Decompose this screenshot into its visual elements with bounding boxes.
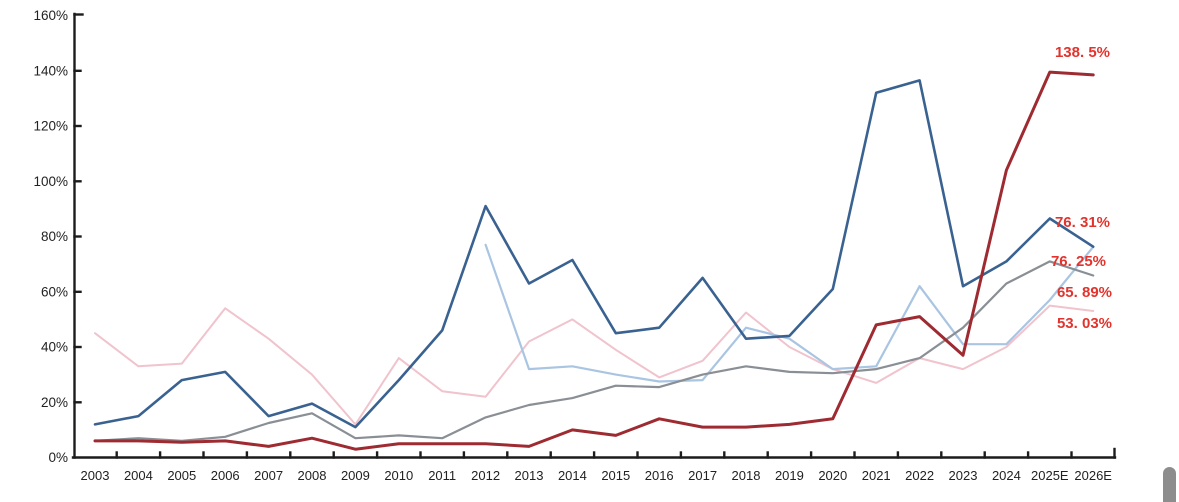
x-tick-label: 2020 xyxy=(818,468,847,483)
x-tick-label: 2014 xyxy=(558,468,587,483)
y-tick-label: 160% xyxy=(33,8,68,23)
y-tick-label: 60% xyxy=(41,284,68,299)
x-tick-label: 2019 xyxy=(775,468,804,483)
x-tick-label: 2025E xyxy=(1031,468,1069,483)
series-light-blue-line xyxy=(484,243,1095,383)
x-tick-label: 2012 xyxy=(471,468,500,483)
end-value-label-dark-blue-line: 76. 31% xyxy=(1055,214,1110,231)
x-tick-label: 2026E xyxy=(1074,468,1112,483)
x-tick-label: 2023 xyxy=(949,468,978,483)
x-tick-label: 2008 xyxy=(298,468,327,483)
x-tick-label: 2005 xyxy=(167,468,196,483)
x-tick-label: 2013 xyxy=(515,468,544,483)
x-tick-label: 2004 xyxy=(124,468,153,483)
x-tick-label: 2022 xyxy=(905,468,934,483)
series-pink-line xyxy=(94,304,1095,426)
x-tick-label: 2021 xyxy=(862,468,891,483)
x-tick-label: 2009 xyxy=(341,468,370,483)
x-tick-label: 2015 xyxy=(601,468,630,483)
y-tick-label: 120% xyxy=(33,119,68,134)
x-tick-label: 2024 xyxy=(992,468,1021,483)
end-value-label-gray-line: 65. 89% xyxy=(1057,284,1112,301)
y-tick-label: 40% xyxy=(41,340,68,355)
end-value-label-light-blue-line: 76. 25% xyxy=(1051,253,1106,270)
x-tick-label: 2007 xyxy=(254,468,283,483)
series-dark-blue-line xyxy=(93,79,1095,429)
end-value-label-dark-red-line: 138. 5% xyxy=(1055,44,1110,61)
x-tick-label: 2010 xyxy=(384,468,413,483)
x-tick-label: 2011 xyxy=(428,468,456,483)
x-tick-label: 2016 xyxy=(645,468,674,483)
y-tick-label: 100% xyxy=(33,174,68,189)
x-tick-label: 2018 xyxy=(732,468,761,483)
x-tick-label: 2003 xyxy=(81,468,110,483)
series-dark-red-line xyxy=(93,70,1095,451)
scrollbar-thumb[interactable] xyxy=(1163,467,1176,502)
y-tick-label: 20% xyxy=(41,395,68,410)
y-tick-label: 80% xyxy=(41,229,68,244)
y-tick-label: 0% xyxy=(48,450,68,465)
end-value-label-pink-line: 53. 03% xyxy=(1057,315,1112,332)
y-tick-label: 140% xyxy=(33,63,68,78)
x-tick-label: 2017 xyxy=(688,468,717,483)
series-gray-line xyxy=(93,260,1095,442)
x-tick-label: 2006 xyxy=(211,468,240,483)
